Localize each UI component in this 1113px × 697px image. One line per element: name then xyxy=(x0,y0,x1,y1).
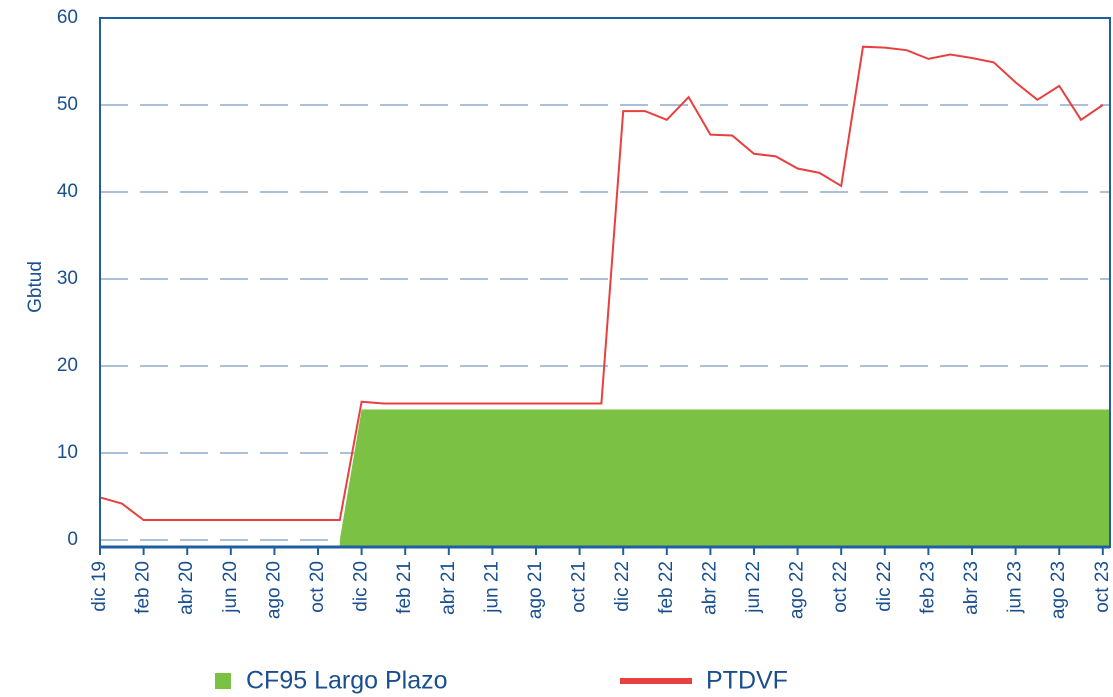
x-tick-label: oct 20 xyxy=(307,561,328,613)
x-tick-label: oct 21 xyxy=(569,561,590,613)
x-tick-label: abr 20 xyxy=(176,561,197,615)
x-tick-label: abr 21 xyxy=(438,561,459,615)
x-tick-label: oct 23 xyxy=(1092,561,1113,613)
y-tick-label: 40 xyxy=(57,181,78,202)
x-tick-label: feb 22 xyxy=(656,561,677,614)
legend-swatch xyxy=(620,678,692,684)
legend-label: PTDVF xyxy=(706,667,788,695)
line xyxy=(99,45,1104,522)
legend-swatch xyxy=(215,673,231,689)
x-tick-label: abr 22 xyxy=(699,561,720,615)
x-tick-label: feb 23 xyxy=(917,561,938,614)
x-tick-label: oct 22 xyxy=(830,561,851,613)
y-axis-label: Gbtud xyxy=(25,261,46,313)
y-tick-label: 50 xyxy=(57,94,78,115)
y-tick-label: 60 xyxy=(57,7,78,28)
x-tick-label: jun 23 xyxy=(1005,561,1026,614)
x-tick-label: jun 20 xyxy=(220,561,241,614)
y-tick-label: 30 xyxy=(57,268,78,289)
area xyxy=(339,409,1110,547)
x-tick-label: ago 23 xyxy=(1048,561,1069,619)
x-tick-label: jun 22 xyxy=(743,561,764,614)
y-tick-label: 0 xyxy=(67,529,78,550)
x-tick-label: ago 20 xyxy=(263,561,284,619)
x-tick-label: dic 22 xyxy=(874,561,895,612)
x-tick-label: dic 22 xyxy=(612,561,633,612)
x-tick-label: jun 21 xyxy=(481,561,502,614)
x-tick-label: feb 21 xyxy=(394,561,415,614)
x-tick-label: feb 20 xyxy=(133,561,154,614)
legend-label: CF95 Largo Plazo xyxy=(246,667,448,695)
y-tick-label: 10 xyxy=(57,442,78,463)
x-tick-label: abr 23 xyxy=(961,561,982,615)
x-tick-label: dic 19 xyxy=(89,561,110,612)
x-tick-label: ago 22 xyxy=(787,561,808,619)
y-tick-label: 20 xyxy=(57,355,78,376)
x-tick-label: dic 20 xyxy=(351,561,372,612)
x-tick-label: ago 21 xyxy=(525,561,546,619)
